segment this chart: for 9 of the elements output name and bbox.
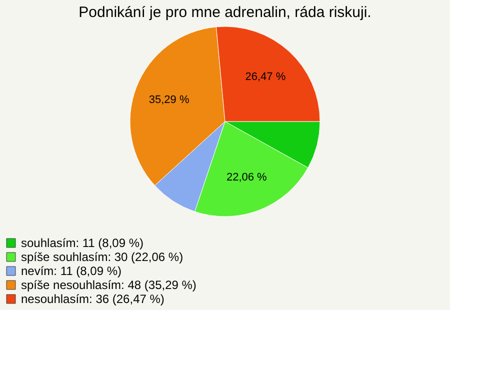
data-label: 35,29 % bbox=[148, 94, 190, 106]
data-label: 22,06 % bbox=[226, 171, 268, 184]
legend-label: spíše souhlasím: 30 (22,06 %) bbox=[21, 250, 184, 264]
data-label: 26,47 % bbox=[245, 71, 286, 84]
legend-label: nevím: 11 (8,09 %) bbox=[21, 264, 122, 278]
chart-title: Podnikání je pro mne adrenalin, ráda riskuji. bbox=[78, 4, 372, 21]
legend-label: spíše nesouhlasím: 48 (35,29 %) bbox=[21, 278, 196, 292]
legend-label: nesouhlasím: 36 (26,47 %) bbox=[21, 292, 164, 306]
legend-label: souhlasím: 11 (8,09 %) bbox=[21, 236, 144, 250]
